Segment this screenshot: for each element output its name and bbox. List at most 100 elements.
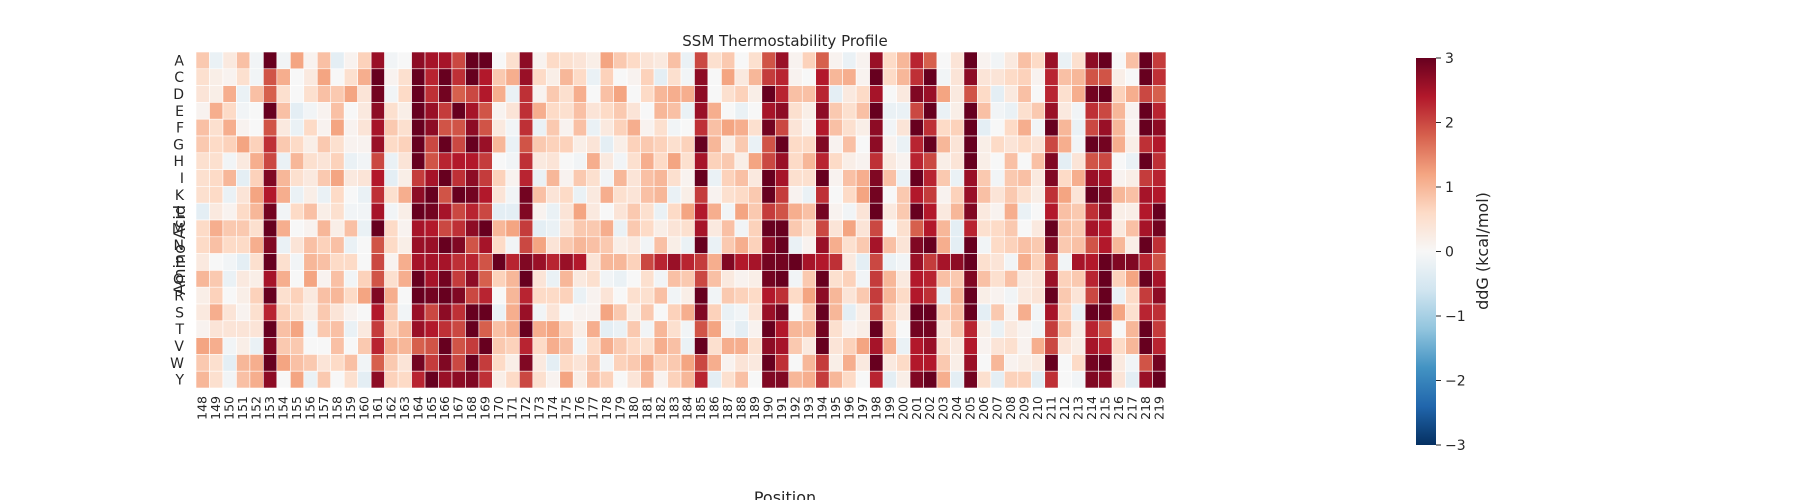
x-tick-label-193: 193 xyxy=(801,396,816,420)
heatmap-cell-C-205 xyxy=(963,68,978,86)
heatmap-cell-W-201 xyxy=(909,354,924,372)
x-tick-label-164: 164 xyxy=(410,396,425,420)
heatmap-cell-H-182 xyxy=(653,152,668,170)
heatmap-cell-I-148 xyxy=(195,169,210,187)
heatmap-cell-Q-163 xyxy=(397,270,412,288)
heatmap-cell-I-175 xyxy=(559,169,574,187)
heatmap-cell-R-192 xyxy=(788,286,803,305)
heatmap-cell-P-168 xyxy=(465,253,480,271)
heatmap-cell-T-153 xyxy=(263,320,278,338)
heatmap-cell-Y-206 xyxy=(977,370,992,389)
heatmap-cell-M-175 xyxy=(559,219,574,238)
heatmap-cell-A-170 xyxy=(492,51,507,70)
heatmap-cell-F-194 xyxy=(815,118,830,137)
heatmap-cell-S-185 xyxy=(694,303,709,322)
heatmap-cell-H-187 xyxy=(721,152,736,170)
heatmap-cell-R-193 xyxy=(801,286,817,305)
heatmap-cell-E-202 xyxy=(923,102,938,120)
heatmap-cell-K-219 xyxy=(1152,186,1167,204)
heatmap-cell-V-169 xyxy=(478,337,493,355)
heatmap-cell-Q-211 xyxy=(1044,270,1059,288)
heatmap-cell-M-153 xyxy=(263,219,278,238)
heatmap-cell-G-200 xyxy=(896,135,911,154)
heatmap-cell-R-166 xyxy=(438,286,453,305)
heatmap-cell-H-194 xyxy=(815,152,830,170)
heatmap-cell-Q-197 xyxy=(855,270,870,288)
heatmap-cell-Y-173 xyxy=(532,370,547,389)
heatmap-cell-C-171 xyxy=(505,68,520,86)
heatmap-cell-H-152 xyxy=(249,152,264,170)
heatmap-cell-L-159 xyxy=(343,202,358,221)
heatmap-cell-G-192 xyxy=(788,135,803,154)
heatmap-cells xyxy=(195,51,1167,389)
heatmap-cell-D-212 xyxy=(1057,85,1072,103)
heatmap-cell-I-198 xyxy=(869,169,884,187)
heatmap-cell-A-186 xyxy=(707,51,722,70)
heatmap-cell-Y-202 xyxy=(923,370,938,389)
heatmap-cell-H-203 xyxy=(936,152,951,170)
heatmap-cell-M-201 xyxy=(909,219,924,238)
heatmap-cell-A-204 xyxy=(950,51,965,70)
heatmap-cell-Q-169 xyxy=(478,270,493,288)
heatmap-cell-C-167 xyxy=(451,68,466,86)
heatmap-cell-L-215 xyxy=(1098,202,1113,221)
heatmap-cell-A-175 xyxy=(559,51,574,70)
heatmap-cell-R-174 xyxy=(545,286,561,305)
heatmap-cell-C-175 xyxy=(559,68,574,86)
heatmap-cell-Q-193 xyxy=(801,270,817,288)
heatmap-cell-S-205 xyxy=(963,303,978,322)
heatmap-cell-T-190 xyxy=(761,320,776,338)
x-tick-label-202: 202 xyxy=(922,396,937,420)
heatmap-cell-V-203 xyxy=(936,337,951,355)
heatmap-cell-M-215 xyxy=(1098,219,1113,238)
heatmap-cell-H-177 xyxy=(586,152,601,170)
heatmap-cell-M-156 xyxy=(303,219,318,238)
heatmap-cell-N-203 xyxy=(936,236,951,254)
y-tick-label-S: S xyxy=(175,305,184,321)
heatmap-cell-I-160 xyxy=(357,169,372,187)
heatmap-cell-K-175 xyxy=(559,186,574,204)
heatmap-cell-F-162 xyxy=(384,118,399,137)
heatmap-cell-M-163 xyxy=(397,219,412,238)
heatmap-cell-M-161 xyxy=(370,219,385,238)
heatmap-cell-I-172 xyxy=(519,169,534,187)
heatmap-cell-R-200 xyxy=(896,286,911,305)
heatmap-cell-N-159 xyxy=(343,236,358,254)
heatmap-cell-T-195 xyxy=(828,320,843,338)
heatmap-cell-R-195 xyxy=(828,286,843,305)
heatmap-cell-L-155 xyxy=(290,202,305,221)
heatmap-cell-F-206 xyxy=(977,118,992,137)
heatmap-cell-G-177 xyxy=(586,135,601,154)
heatmap-cell-M-197 xyxy=(855,219,870,238)
heatmap-cell-K-197 xyxy=(855,186,870,204)
heatmap-cell-H-195 xyxy=(828,152,843,170)
heatmap-cell-R-158 xyxy=(330,286,345,305)
heatmap-cell-P-208 xyxy=(1004,253,1019,271)
heatmap-cell-G-216 xyxy=(1111,135,1126,154)
heatmap-cell-R-165 xyxy=(424,286,439,305)
heatmap-cell-Q-170 xyxy=(492,270,507,288)
heatmap-cell-I-186 xyxy=(707,169,722,187)
heatmap-cell-H-175 xyxy=(559,152,574,170)
y-tick-label-P: P xyxy=(176,255,184,271)
heatmap-cell-F-195 xyxy=(828,118,843,137)
heatmap-cell-I-162 xyxy=(384,169,399,187)
heatmap-cell-S-189 xyxy=(748,303,763,322)
heatmap-cell-P-163 xyxy=(397,253,412,271)
heatmap-cell-I-193 xyxy=(801,169,817,187)
heatmap-cell-Q-178 xyxy=(599,270,614,288)
x-tick-label-169: 169 xyxy=(478,396,493,420)
heatmap-cell-K-196 xyxy=(842,186,857,204)
heatmap-cell-A-158 xyxy=(330,51,345,70)
heatmap-cell-P-205 xyxy=(963,253,978,271)
heatmap-cell-T-173 xyxy=(532,320,547,338)
heatmap-cell-T-174 xyxy=(545,320,561,338)
heatmap-cell-G-150 xyxy=(222,135,237,154)
x-tick-label-187: 187 xyxy=(720,396,735,420)
x-tick-label-210: 210 xyxy=(1030,396,1045,420)
heatmap-cell-E-171 xyxy=(505,102,520,120)
heatmap-cell-P-184 xyxy=(680,253,695,271)
heatmap-cell-Q-181 xyxy=(640,270,655,288)
heatmap-cell-Y-193 xyxy=(801,370,817,389)
heatmap-cell-D-190 xyxy=(761,85,776,103)
